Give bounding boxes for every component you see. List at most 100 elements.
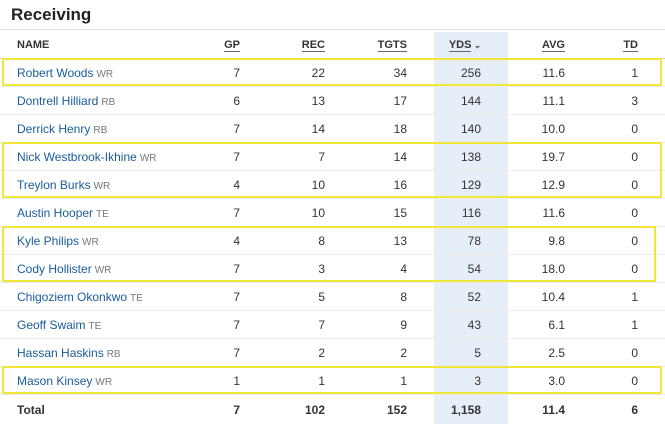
stat-td: 0 bbox=[592, 366, 665, 395]
receiving-table: NAME GP REC TGTS YDS ⌄ AVG TD Robert Wood… bbox=[0, 32, 665, 424]
stat-yds: 144 bbox=[434, 86, 508, 115]
player-name-cell: Mason Kinsey WR bbox=[0, 366, 160, 395]
player-link[interactable]: Dontrell Hilliard bbox=[17, 93, 99, 108]
stat-yds: 3 bbox=[434, 366, 508, 395]
stat-avg: 2.5 bbox=[508, 338, 592, 367]
col-header-avg[interactable]: AVG bbox=[508, 32, 592, 59]
stat-avg: 11.6 bbox=[508, 58, 592, 87]
player-name-cell: Geoff Swaim TE bbox=[0, 310, 160, 339]
player-name-cell: Dontrell Hilliard RB bbox=[0, 86, 160, 115]
stat-yds: 140 bbox=[434, 114, 508, 143]
player-position: RB bbox=[106, 348, 121, 360]
sort-desc-icon: ⌄ bbox=[473, 40, 481, 50]
player-position: TE bbox=[88, 320, 102, 332]
totals-td: 6 bbox=[631, 402, 638, 417]
col-header-tgts[interactable]: TGTS bbox=[352, 32, 434, 59]
player-link[interactable]: Nick Westbrook-Ikhine bbox=[17, 149, 137, 164]
player-link[interactable]: Hassan Haskins bbox=[17, 345, 104, 360]
section-title: Receiving bbox=[11, 5, 92, 24]
totals-row: Total 7 102 152 1,158 11.4 6 bbox=[0, 394, 665, 424]
player-name-cell: Nick Westbrook-Ikhine WR bbox=[0, 142, 160, 171]
player-link[interactable]: Geoff Swaim bbox=[17, 317, 86, 332]
totals-rec: 102 bbox=[304, 402, 325, 417]
stat-yds: 78 bbox=[434, 226, 508, 255]
col-header-name: NAME bbox=[0, 32, 160, 59]
table-row: Cody Hollister WR 7 3 4 54 18.0 0 bbox=[0, 254, 665, 283]
table-row: Geoff Swaim TE 7 7 9 43 6.1 1 bbox=[0, 310, 665, 339]
player-name-cell: Chigoziem Okonkwo TE bbox=[0, 282, 160, 311]
stat-gp: 7 bbox=[160, 310, 267, 339]
totals-avg: 11.4 bbox=[542, 402, 565, 417]
player-link[interactable]: Treylon Burks bbox=[17, 177, 91, 192]
totals-label: Total bbox=[17, 402, 45, 417]
player-link[interactable]: Austin Hooper bbox=[17, 205, 94, 220]
stat-tgts: 15 bbox=[352, 198, 434, 227]
stat-gp: 1 bbox=[160, 366, 267, 395]
stat-tgts: 13 bbox=[352, 226, 434, 255]
stat-avg: 10.4 bbox=[508, 282, 592, 311]
table-row: Chigoziem Okonkwo TE 7 5 8 52 10.4 1 bbox=[0, 282, 665, 311]
stat-avg: 12.9 bbox=[508, 170, 592, 199]
stat-gp: 4 bbox=[160, 226, 267, 255]
table-row: Derrick Henry RB 7 14 18 140 10.0 0 bbox=[0, 114, 665, 143]
stat-gp: 4 bbox=[160, 170, 267, 199]
stat-gp: 7 bbox=[160, 338, 267, 367]
stat-avg: 9.8 bbox=[508, 226, 592, 255]
player-name-cell: Treylon Burks WR bbox=[0, 170, 160, 199]
stat-yds: 129 bbox=[434, 170, 508, 199]
stat-rec: 7 bbox=[267, 310, 352, 339]
col-header-yds[interactable]: YDS ⌄ bbox=[434, 32, 508, 59]
player-link[interactable]: Chigoziem Okonkwo bbox=[17, 289, 128, 304]
player-name-cell: Cody Hollister WR bbox=[0, 254, 160, 283]
stat-rec: 7 bbox=[267, 142, 352, 171]
title-divider bbox=[0, 29, 665, 30]
player-position: WR bbox=[96, 68, 114, 80]
stat-gp: 7 bbox=[160, 198, 267, 227]
col-header-td[interactable]: TD bbox=[592, 32, 665, 59]
totals-yds: 1,158 bbox=[434, 394, 508, 424]
stat-td: 1 bbox=[592, 310, 665, 339]
table-row: Kyle Philips WR 4 8 13 78 9.8 0 bbox=[0, 226, 665, 255]
header-row: NAME GP REC TGTS YDS ⌄ AVG TD bbox=[0, 32, 665, 59]
col-header-gp[interactable]: GP bbox=[160, 32, 267, 59]
stat-avg: 19.7 bbox=[508, 142, 592, 171]
totals-gp: 7 bbox=[233, 402, 240, 417]
player-link[interactable]: Kyle Philips bbox=[17, 233, 80, 248]
stat-rec: 5 bbox=[267, 282, 352, 311]
stat-avg: 11.6 bbox=[508, 198, 592, 227]
player-position: WR bbox=[82, 236, 99, 248]
player-name-cell: Austin Hooper TE bbox=[0, 198, 160, 227]
stat-td: 0 bbox=[592, 142, 665, 171]
stat-rec: 13 bbox=[267, 86, 352, 115]
player-link[interactable]: Robert Woods bbox=[17, 65, 94, 80]
stat-td: 0 bbox=[592, 338, 665, 367]
stat-rec: 8 bbox=[267, 226, 352, 255]
stat-gp: 7 bbox=[160, 142, 267, 171]
player-position: TE bbox=[130, 292, 143, 304]
totals-tgts: 152 bbox=[386, 402, 407, 417]
table-row: Hassan Haskins RB 7 2 2 5 2.5 0 bbox=[0, 338, 665, 367]
stat-yds: 138 bbox=[434, 142, 508, 171]
stat-tgts: 2 bbox=[352, 338, 434, 367]
stat-gp: 6 bbox=[160, 86, 267, 115]
player-link[interactable]: Derrick Henry bbox=[17, 121, 91, 136]
stat-tgts: 18 bbox=[352, 114, 434, 143]
stat-rec: 14 bbox=[267, 114, 352, 143]
stat-td: 1 bbox=[592, 58, 665, 87]
table-row: Robert Woods WR 7 22 34 256 11.6 1 bbox=[0, 58, 665, 87]
stat-rec: 22 bbox=[267, 58, 352, 87]
stat-yds: 43 bbox=[434, 310, 508, 339]
stat-tgts: 34 bbox=[352, 58, 434, 87]
player-link[interactable]: Cody Hollister bbox=[17, 261, 92, 276]
stat-avg: 3.0 bbox=[508, 366, 592, 395]
stat-yds: 5 bbox=[434, 338, 508, 367]
player-link[interactable]: Mason Kinsey bbox=[17, 373, 93, 388]
player-position: WR bbox=[139, 152, 157, 164]
player-name-cell: Hassan Haskins RB bbox=[0, 338, 160, 367]
stat-yds: 52 bbox=[434, 282, 508, 311]
stat-tgts: 14 bbox=[352, 142, 434, 171]
stat-tgts: 16 bbox=[352, 170, 434, 199]
col-header-rec[interactable]: REC bbox=[267, 32, 352, 59]
stat-tgts: 8 bbox=[352, 282, 434, 311]
stat-rec: 2 bbox=[267, 338, 352, 367]
